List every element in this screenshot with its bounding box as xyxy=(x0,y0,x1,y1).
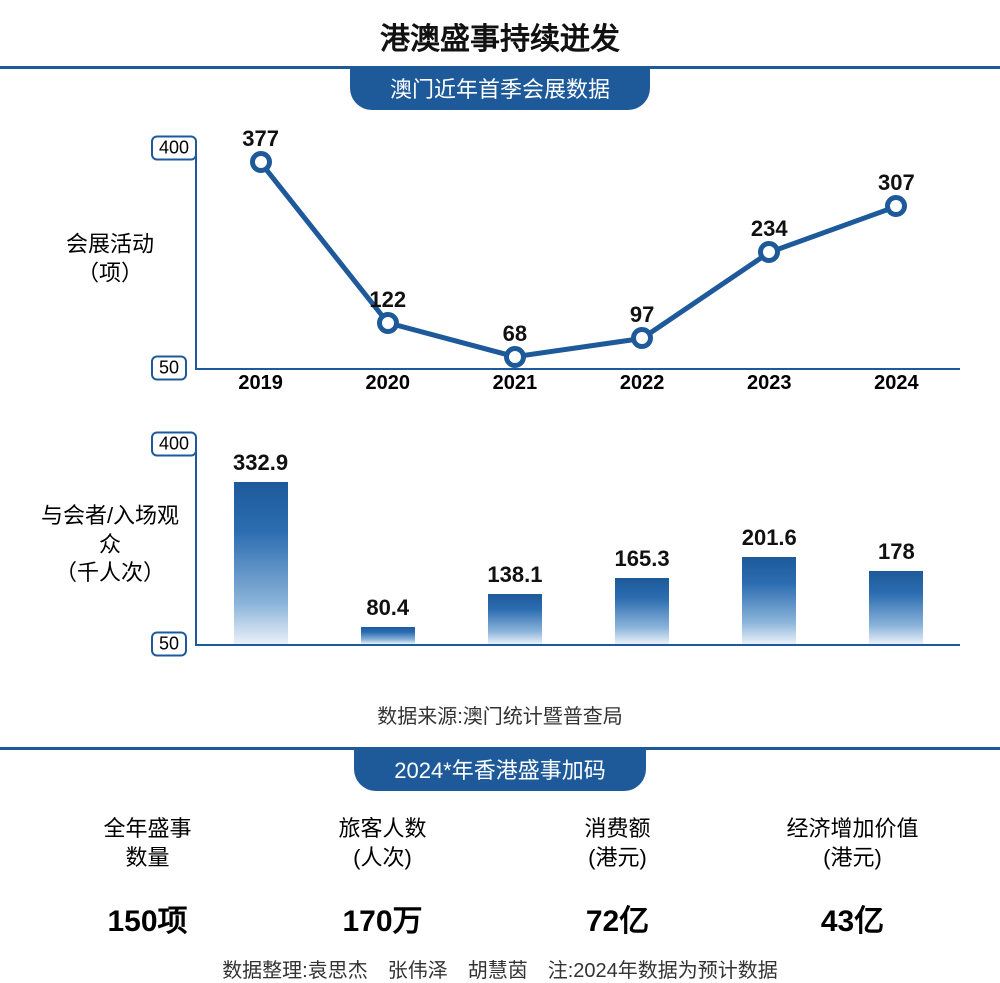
data-label: 68 xyxy=(503,321,527,347)
line-chart-plot: 201920202021202220232024 504003771226897… xyxy=(195,148,960,370)
stat-value: 72亿 xyxy=(500,896,735,940)
bar-chart-plot: 50400332.980.4138.1165.3201.6178 xyxy=(195,444,960,646)
data-label: 178 xyxy=(878,539,915,565)
bar xyxy=(742,557,796,644)
data-marker xyxy=(885,195,907,217)
data-label: 97 xyxy=(630,302,654,328)
stat-block: 消费额(港元) 72亿 xyxy=(500,815,735,940)
stat-label: 旅客人数(人次) xyxy=(265,815,500,872)
stats-row: 全年盛事数量 150项旅客人数(人次) 170万消费额(港元) 72亿经济增加价值(港… xyxy=(0,791,1000,948)
data-label: 377 xyxy=(242,126,279,152)
x-tick-label: 2019 xyxy=(238,372,283,395)
data-label: 80.4 xyxy=(366,595,409,621)
ylabel-text: （项） xyxy=(40,259,180,288)
ylabel-text: （千人次） xyxy=(40,559,180,588)
data-marker xyxy=(250,151,272,173)
source-text: 数据来源:澳门统计暨普查局 xyxy=(0,700,1000,729)
data-label: 332.9 xyxy=(233,450,288,476)
data-label: 201.6 xyxy=(742,525,797,551)
stat-label: 经济增加价值(港元) xyxy=(735,815,970,872)
x-tick-label: 2021 xyxy=(493,372,538,395)
main-title: 港澳盛事持续迸发 xyxy=(0,0,1000,66)
stat-value: 150项 xyxy=(30,896,265,940)
y-tick-label: 50 xyxy=(151,356,187,381)
stat-block: 经济增加价值(港元) 43亿 xyxy=(735,815,970,940)
data-marker xyxy=(504,346,526,368)
line-chart-svg xyxy=(197,148,960,368)
data-marker xyxy=(377,312,399,334)
stat-label: 消费额(港元) xyxy=(500,815,735,872)
data-label: 234 xyxy=(751,216,788,242)
data-label: 307 xyxy=(878,170,915,196)
x-tick-label: 2020 xyxy=(366,372,411,395)
ylabel-text: 与会者/入场观众 xyxy=(40,502,180,559)
x-tick-label: 2024 xyxy=(874,372,919,395)
data-marker xyxy=(631,327,653,349)
bar-chart-ylabel: 与会者/入场观众 （千人次） xyxy=(40,502,180,588)
section1-header: 澳门近年首季会展数据 xyxy=(350,66,650,110)
bar xyxy=(615,578,669,644)
x-tick-label: 2023 xyxy=(747,372,792,395)
line-chart-ylabel: 会展活动 （项） xyxy=(40,230,180,287)
x-axis-labels: 2019 2020 2021 2022 2023 2024 xyxy=(197,372,960,402)
chart-line xyxy=(261,162,897,356)
line-chart-panel: 会展活动 （项） 201920202021202220232024 504003… xyxy=(40,128,960,390)
bar xyxy=(361,627,415,644)
y-tick-label: 50 xyxy=(151,632,187,657)
bar-chart-panel: 与会者/入场观众 （千人次） 50 400 332.9 80.4 138.1 165.3 2… xyxy=(40,434,960,656)
data-label: 165.3 xyxy=(615,546,670,572)
stat-value: 170万 xyxy=(265,896,500,940)
y-tick-label: 400 xyxy=(151,136,197,161)
section2-header: 2024*年香港盛事加码 xyxy=(354,747,646,791)
stat-block: 全年盛事数量 150项 xyxy=(30,815,265,940)
bar xyxy=(869,571,923,644)
stat-value: 43亿 xyxy=(735,896,970,940)
bar xyxy=(234,482,288,644)
stat-label: 全年盛事数量 xyxy=(30,815,265,872)
data-marker xyxy=(758,241,780,263)
x-tick-label: 2022 xyxy=(620,372,665,395)
footer-text: 数据整理:袁思杰 张伟泽 胡慧茵 注:2024年数据为预计数据 xyxy=(0,954,1000,983)
stat-block: 旅客人数(人次) 170万 xyxy=(265,815,500,940)
y-tick-label: 400 xyxy=(151,432,197,457)
bar xyxy=(488,594,542,644)
data-label: 138.1 xyxy=(487,562,542,588)
ylabel-text: 会展活动 xyxy=(40,230,180,259)
data-label: 122 xyxy=(369,287,406,313)
